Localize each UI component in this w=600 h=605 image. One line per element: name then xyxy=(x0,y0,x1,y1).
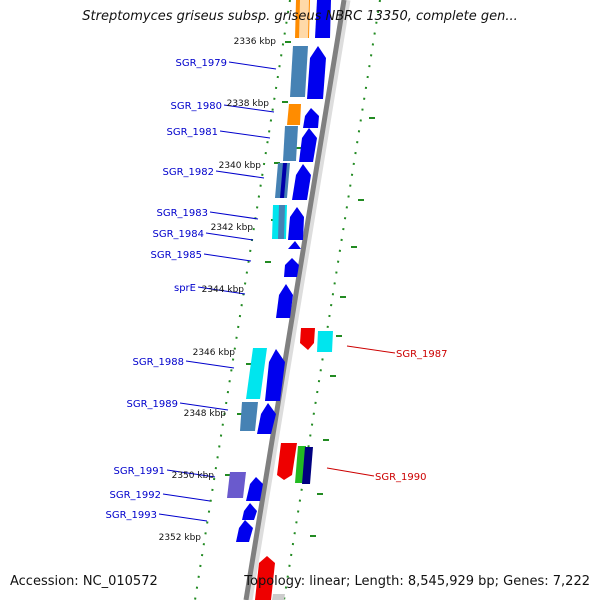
gene-shape-sgr-1987-a[interactable] xyxy=(300,328,315,350)
gene-label-sgr-1980[interactable]: SGR_1980 xyxy=(171,101,223,112)
scale-label-kbp-2350: 2350 kbp xyxy=(172,471,215,481)
gene-shape-sgr-1980-a[interactable] xyxy=(287,104,301,125)
gene-shape-sgr-1991-b[interactable] xyxy=(246,477,263,501)
leader-sgr-1979 xyxy=(228,61,277,70)
leader-sgr-1991 xyxy=(166,469,216,478)
axis-layer xyxy=(243,0,351,601)
gene-label-sgr-1985[interactable]: SGR_1985 xyxy=(151,250,203,261)
leader-sgr-1980 xyxy=(223,104,275,113)
gene-shape-sgr-1989-b[interactable] xyxy=(257,403,276,434)
track-dotted-line xyxy=(283,0,381,601)
gene-shape-sgr-1984[interactable] xyxy=(288,207,304,240)
scale-label-kbp-2342: 2342 kbp xyxy=(211,223,254,233)
gene-shape-sgr-1989-a[interactable] xyxy=(240,402,258,431)
gene-shape-bottom-gray[interactable] xyxy=(272,594,285,600)
scale-label-kbp-2344: 2344 kbp xyxy=(202,285,245,295)
gene-shape-sgr-1988-a[interactable] xyxy=(246,348,267,399)
gene-shape-sgr-1988-b[interactable] xyxy=(265,349,285,401)
track-dots-layer xyxy=(194,0,381,601)
scale-label-kbp-2340: 2340 kbp xyxy=(219,161,262,171)
leader-sgr-1981 xyxy=(219,130,271,139)
gene-label-sgr-1991[interactable]: SGR_1991 xyxy=(114,466,166,477)
gene-shape-sgr-1985[interactable] xyxy=(288,241,301,249)
leader-sgr-1983 xyxy=(209,211,259,220)
genome-axis xyxy=(243,0,347,601)
scale-label-kbp-2346: 2346 kbp xyxy=(193,348,236,358)
gene-shape-sgr-1983-b[interactable] xyxy=(278,205,285,239)
gene-shape-sgr-1990-a[interactable] xyxy=(277,443,297,480)
leader-sgr-1989 xyxy=(179,402,229,411)
leader-sgr-1988 xyxy=(185,360,235,369)
leader-sgr-1984 xyxy=(205,232,254,241)
scale-label-kbp-2336: 2336 kbp xyxy=(234,37,277,47)
scale-label-kbp-2348: 2348 kbp xyxy=(184,409,227,419)
gene-label-sgr-1981[interactable]: SGR_1981 xyxy=(167,127,219,138)
leader-sgr-1987 xyxy=(346,345,396,354)
gene-label-sgr-1982[interactable]: SGR_1982 xyxy=(163,167,215,178)
gene-shape-sgr-1979-b[interactable] xyxy=(307,46,326,99)
gene-shape-sprE[interactable] xyxy=(276,284,293,318)
accession-label: Accession: NC_010572 xyxy=(10,574,158,589)
leader-sgr-1982 xyxy=(215,170,265,179)
leader-sgr-1993 xyxy=(158,513,208,522)
gene-label-sgr-1989[interactable]: SGR_1989 xyxy=(127,399,179,410)
gene-shape-top-blue[interactable] xyxy=(315,0,331,38)
gene-shape-sgr-1982-c[interactable] xyxy=(292,164,311,200)
gene-shape-sgr-1981-a[interactable] xyxy=(283,126,298,161)
leader-sprE xyxy=(197,286,246,295)
gene-shapes-layer xyxy=(227,0,333,600)
gene-labels-layer: SGR_1979 SGR_1980 SGR_1981 SGR_1982 SGR_1983… xyxy=(106,58,448,521)
genome-title: Streptomyces griseus subsp. griseus NBRC… xyxy=(82,9,518,24)
gene-shape-sgr-1986[interactable] xyxy=(284,258,299,277)
gene-shape-sgr-1993[interactable] xyxy=(236,520,253,542)
gene-shape-sgr-1991-a[interactable] xyxy=(227,472,246,498)
gene-label-sgr-1987[interactable]: SGR_1987 xyxy=(396,349,448,360)
gene-shape-sgr-1980-b[interactable] xyxy=(303,108,319,128)
gene-label-sgr-1992[interactable]: SGR_1992 xyxy=(110,490,162,501)
gene-label-sgr-1993[interactable]: SGR_1993 xyxy=(106,510,158,521)
topology-label: Topology: linear; Length: 8,545,929 bp; … xyxy=(244,574,590,589)
gene-label-sgr-1988[interactable]: SGR_1988 xyxy=(133,357,185,368)
gene-shape-sgr-1992[interactable] xyxy=(242,503,257,520)
gene-shape-sgr-1987-b[interactable] xyxy=(317,331,333,352)
leader-sgr-1990 xyxy=(326,467,375,477)
gene-shape-sgr-1981-b[interactable] xyxy=(299,128,317,162)
label-leader-lines xyxy=(158,61,396,522)
gene-shape-sgr-1979-a[interactable] xyxy=(290,46,308,97)
gene-label-sgr-1979[interactable]: SGR_1979 xyxy=(176,58,228,69)
gene-label-sgr-1983[interactable]: SGR_1983 xyxy=(157,208,209,219)
gene-shape-top-light[interactable] xyxy=(299,0,309,38)
gene-shape-bottom-red[interactable] xyxy=(255,556,275,600)
gene-shape-sgr-1982-b[interactable] xyxy=(280,163,287,198)
gene-shape-sgr-1990-c[interactable] xyxy=(302,447,313,484)
leader-sgr-1992 xyxy=(162,493,211,502)
track-dotted-line xyxy=(194,0,291,601)
scale-label-kbp-2338: 2338 kbp xyxy=(227,99,270,109)
gene-label-sgr-1990[interactable]: SGR_1990 xyxy=(375,472,427,483)
leader-sgr-1985 xyxy=(203,253,252,262)
scale-label-kbp-2352: 2352 kbp xyxy=(159,533,202,543)
gene-label-sprE[interactable]: sprE xyxy=(174,283,196,294)
gene-label-sgr-1984[interactable]: SGR_1984 xyxy=(153,229,205,240)
scale-labels-layer: 2336 kbp 2338 kbp 2340 kbp 2342 kbp 2344 kbp… xyxy=(159,37,277,543)
genome-axis-shadow xyxy=(245,0,351,601)
